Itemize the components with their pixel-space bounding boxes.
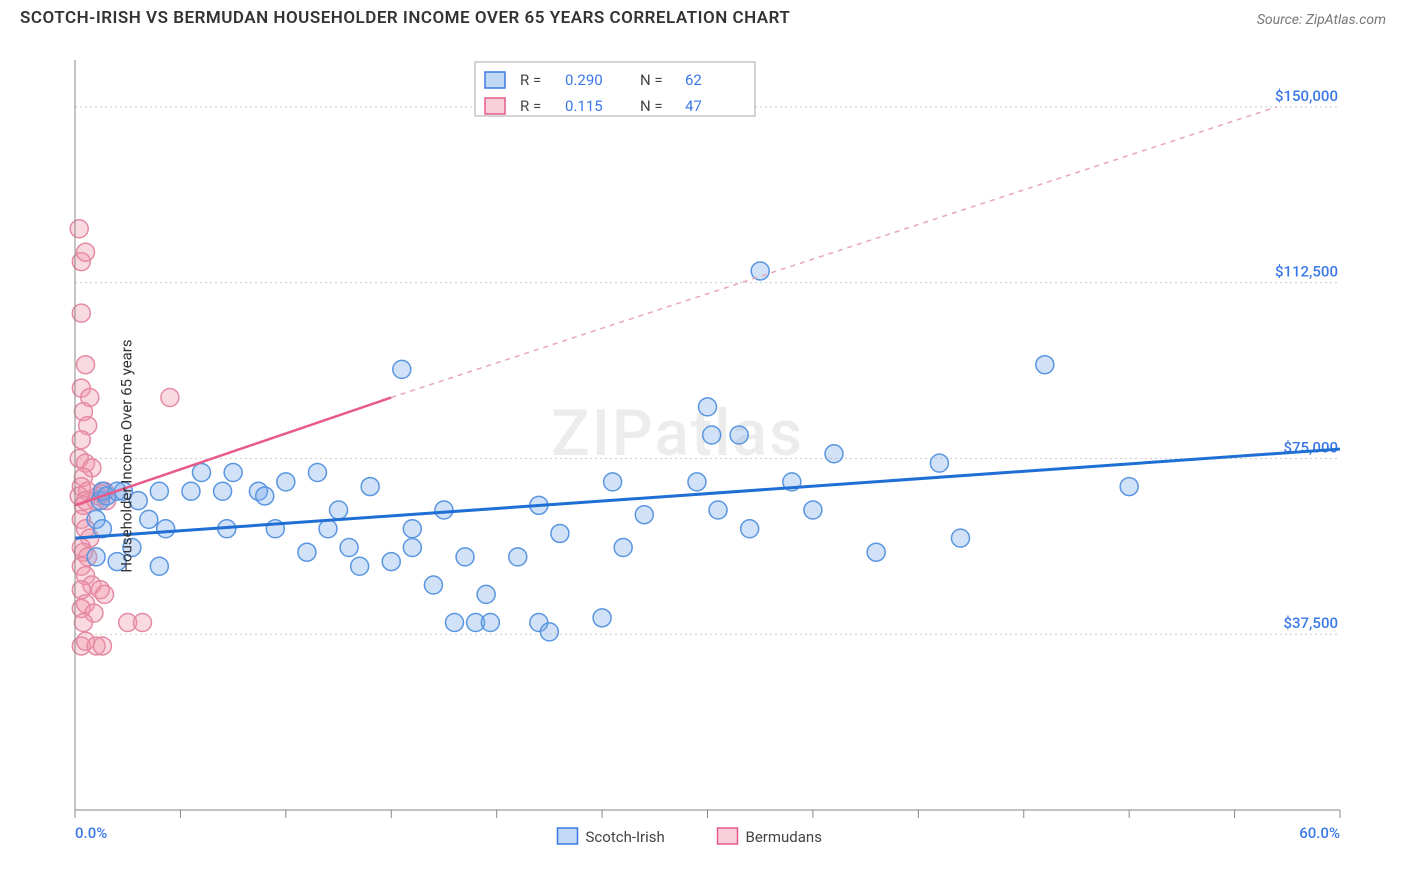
legend-n-value: 62 [685, 71, 702, 89]
data-point-scotch-irish [319, 520, 337, 538]
data-point-scotch-irish [709, 501, 727, 519]
data-point-scotch-irish [730, 426, 748, 444]
legend-swatch [558, 828, 578, 844]
data-point-scotch-irish [330, 501, 348, 519]
legend-swatch [485, 98, 505, 114]
data-point-scotch-irish [509, 548, 527, 566]
legend-n-value: 47 [685, 97, 702, 115]
x-tick-label: 60.0% [1299, 824, 1340, 842]
data-point-bermudans [70, 220, 88, 238]
chart-area: Householder Income Over 65 years $37,500… [20, 40, 1386, 872]
legend-n-label: N = [640, 97, 663, 115]
data-point-scotch-irish [635, 506, 653, 524]
data-point-scotch-irish [751, 262, 769, 280]
data-point-scotch-irish [952, 529, 970, 547]
data-point-scotch-irish [424, 576, 442, 594]
data-point-scotch-irish [1120, 478, 1138, 496]
data-point-scotch-irish [224, 464, 242, 482]
data-point-scotch-irish [930, 454, 948, 472]
legend-r-value: 0.290 [565, 71, 603, 89]
data-point-scotch-irish [804, 501, 822, 519]
legend-series-label: Scotch-Irish [586, 828, 665, 846]
data-point-scotch-irish [87, 548, 105, 566]
source-label: Source: [1257, 12, 1306, 28]
data-point-bermudans [77, 356, 95, 374]
data-point-scotch-irish [182, 482, 200, 500]
watermark: ZIPatlas [551, 396, 804, 471]
data-point-scotch-irish [825, 445, 843, 463]
legend-n-label: N = [640, 71, 663, 89]
y-axis-label: Householder Income Over 65 years [118, 339, 136, 572]
y-tick-label: $112,500 [1275, 263, 1338, 281]
series-legend: Scotch-Irish Bermudans [558, 828, 822, 846]
legend-swatch [485, 72, 505, 88]
data-point-scotch-irish [1036, 356, 1054, 374]
data-point-scotch-irish [157, 520, 175, 538]
data-point-scotch-irish [477, 585, 495, 603]
data-point-scotch-irish [340, 539, 358, 557]
legend-r-label: R = [520, 71, 541, 89]
data-point-scotch-irish [688, 473, 706, 491]
data-point-scotch-irish [614, 539, 632, 557]
data-point-scotch-irish [593, 609, 611, 627]
x-tick-label: 0.0% [75, 824, 107, 842]
data-point-scotch-irish [540, 623, 558, 641]
data-point-scotch-irish [298, 543, 316, 561]
data-point-scotch-irish [703, 426, 721, 444]
data-point-scotch-irish [150, 557, 168, 575]
stats-legend [475, 62, 755, 116]
trend-line-bermudans-extrapolated [391, 107, 1277, 398]
y-tick-label: $150,000 [1275, 87, 1338, 105]
chart-title: SCOTCH-IRISH VS BERMUDAN HOUSEHOLDER INC… [20, 8, 790, 28]
data-point-bermudans [96, 585, 114, 603]
data-point-scotch-irish [867, 543, 885, 561]
data-point-scotch-irish [140, 510, 158, 528]
data-point-scotch-irish [699, 398, 717, 416]
data-point-scotch-irish [481, 614, 499, 632]
data-point-scotch-irish [277, 473, 295, 491]
data-point-scotch-irish [361, 478, 379, 496]
data-point-scotch-irish [403, 520, 421, 538]
scatter-chart: $37,500$75,000$112,500$150,000ZIPatlas0.… [20, 40, 1386, 872]
data-point-scotch-irish [456, 548, 474, 566]
data-point-bermudans [161, 389, 179, 407]
data-point-scotch-irish [446, 614, 464, 632]
data-point-scotch-irish [256, 487, 274, 505]
data-point-scotch-irish [393, 360, 411, 378]
data-point-bermudans [133, 614, 151, 632]
data-point-bermudans [93, 637, 111, 655]
data-point-scotch-irish [150, 482, 168, 500]
data-point-scotch-irish [604, 473, 622, 491]
data-point-scotch-irish [741, 520, 759, 538]
legend-r-value: 0.115 [565, 97, 603, 115]
source: Source: ZipAtlas.com [1257, 9, 1386, 28]
data-point-scotch-irish [193, 464, 211, 482]
data-point-scotch-irish [382, 553, 400, 571]
data-point-bermudans [74, 614, 92, 632]
data-point-scotch-irish [435, 501, 453, 519]
legend-series-label: Bermudans [746, 828, 822, 846]
data-point-scotch-irish [351, 557, 369, 575]
y-tick-label: $37,500 [1283, 614, 1338, 632]
legend-r-label: R = [520, 97, 541, 115]
data-point-bermudans [77, 243, 95, 261]
legend-swatch [718, 828, 738, 844]
data-point-scotch-irish [214, 482, 232, 500]
data-point-scotch-irish [403, 539, 421, 557]
data-point-scotch-irish [551, 524, 569, 542]
data-point-scotch-irish [308, 464, 326, 482]
source-name: ZipAtlas.com [1306, 12, 1386, 28]
